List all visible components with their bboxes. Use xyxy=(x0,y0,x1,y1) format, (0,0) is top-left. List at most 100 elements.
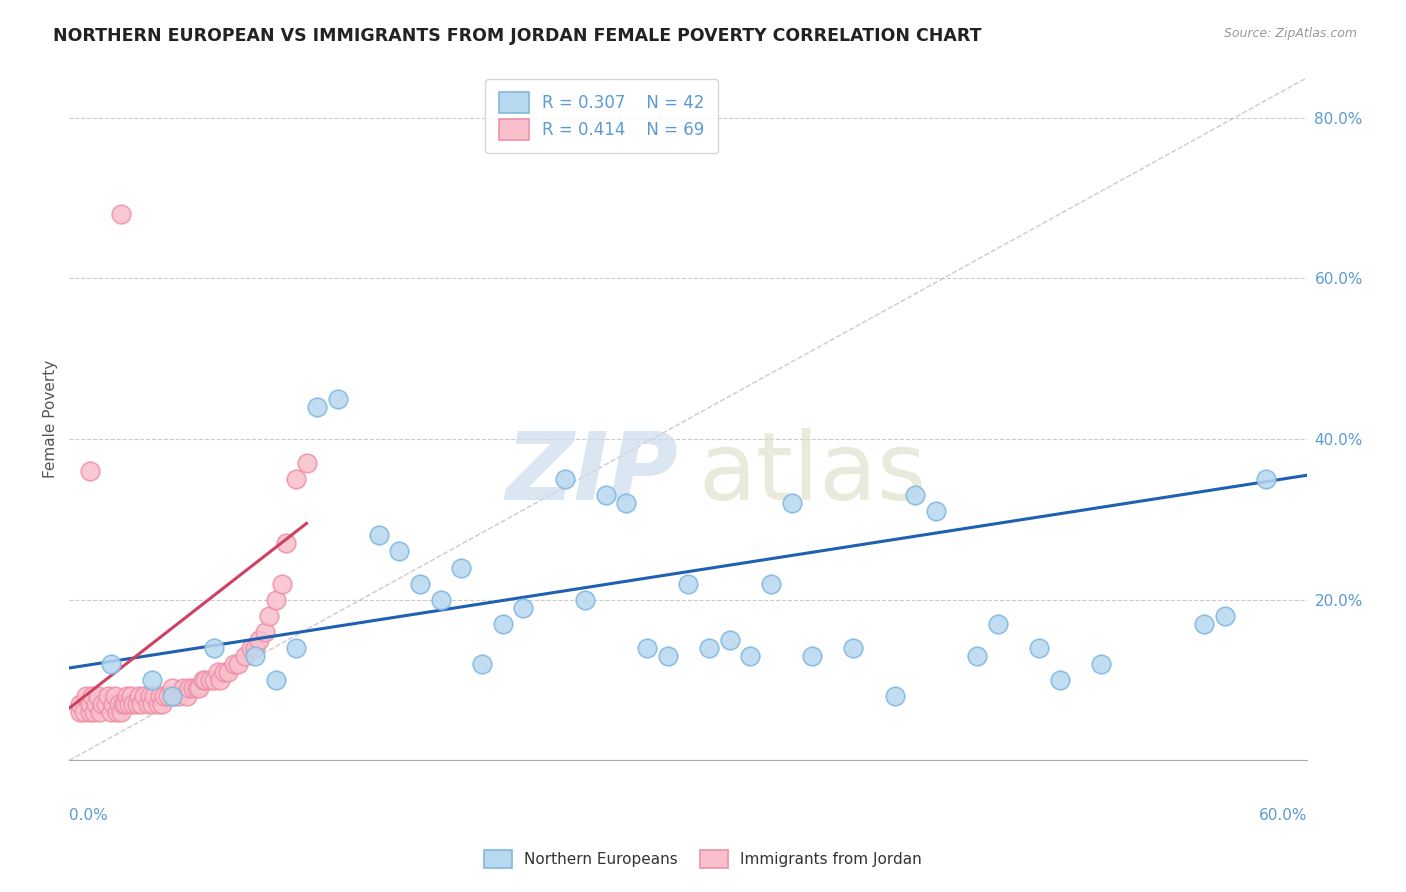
Point xyxy=(678,576,700,591)
Point xyxy=(718,632,741,647)
Point xyxy=(105,705,128,719)
Point xyxy=(274,536,297,550)
Point xyxy=(1028,640,1050,655)
Point xyxy=(429,592,451,607)
Point xyxy=(157,689,180,703)
Point xyxy=(162,689,184,703)
Text: 60.0%: 60.0% xyxy=(1258,808,1308,823)
Point xyxy=(842,640,865,655)
Point xyxy=(264,592,287,607)
Point xyxy=(966,648,988,663)
Point xyxy=(83,705,105,719)
Point xyxy=(177,681,200,695)
Point xyxy=(100,705,122,719)
Point xyxy=(554,472,576,486)
Point xyxy=(270,576,292,591)
Point xyxy=(79,464,101,478)
Point xyxy=(104,689,127,703)
Point xyxy=(1090,657,1112,671)
Point xyxy=(1213,608,1236,623)
Point xyxy=(202,673,225,687)
Point xyxy=(110,705,132,719)
Point xyxy=(305,400,328,414)
Point xyxy=(254,624,277,639)
Point xyxy=(780,496,803,510)
Point xyxy=(128,689,150,703)
Point xyxy=(181,681,204,695)
Point xyxy=(97,689,120,703)
Point xyxy=(136,697,159,711)
Point xyxy=(202,640,225,655)
Point xyxy=(120,689,142,703)
Point xyxy=(101,697,124,711)
Point xyxy=(87,689,110,703)
Point xyxy=(904,488,927,502)
Point xyxy=(243,640,266,655)
Point xyxy=(450,560,472,574)
Point xyxy=(79,705,101,719)
Point xyxy=(595,488,617,502)
Point xyxy=(259,608,281,623)
Point xyxy=(146,697,169,711)
Point xyxy=(141,697,163,711)
Point xyxy=(208,673,231,687)
Point xyxy=(153,689,176,703)
Point xyxy=(110,207,132,221)
Point xyxy=(285,640,308,655)
Point xyxy=(193,673,215,687)
Point xyxy=(326,392,349,406)
Point xyxy=(239,640,262,655)
Point xyxy=(84,697,107,711)
Point xyxy=(69,697,91,711)
Point xyxy=(172,681,194,695)
Point xyxy=(107,697,129,711)
Point xyxy=(228,657,250,671)
Point xyxy=(96,697,118,711)
Point xyxy=(141,673,163,687)
Point xyxy=(122,697,145,711)
Point xyxy=(883,689,905,703)
Point xyxy=(388,544,411,558)
Point xyxy=(243,648,266,663)
Point xyxy=(224,657,246,671)
Point xyxy=(111,697,134,711)
Point xyxy=(285,472,308,486)
Text: 0.0%: 0.0% xyxy=(69,808,108,823)
Point xyxy=(987,616,1010,631)
Point xyxy=(740,648,762,663)
Legend: R = 0.307    N = 42, R = 0.414    N = 69: R = 0.307 N = 42, R = 0.414 N = 69 xyxy=(485,79,718,153)
Point xyxy=(636,640,658,655)
Point xyxy=(409,576,432,591)
Point xyxy=(207,665,229,679)
Text: Source: ZipAtlas.com: Source: ZipAtlas.com xyxy=(1223,27,1357,40)
Point xyxy=(69,705,91,719)
Point xyxy=(131,697,153,711)
Point xyxy=(264,673,287,687)
Y-axis label: Female Poverty: Female Poverty xyxy=(44,359,58,478)
Point xyxy=(233,648,256,663)
Point xyxy=(616,496,638,510)
Point xyxy=(697,640,720,655)
Point xyxy=(176,689,198,703)
Point xyxy=(212,665,235,679)
Point xyxy=(217,665,239,679)
Point xyxy=(1194,616,1216,631)
Point xyxy=(91,697,114,711)
Point xyxy=(657,648,679,663)
Point xyxy=(167,689,190,703)
Point xyxy=(925,504,948,518)
Text: atlas: atlas xyxy=(699,427,927,519)
Point xyxy=(512,600,534,615)
Point xyxy=(114,697,136,711)
Point xyxy=(132,689,155,703)
Point xyxy=(471,657,494,671)
Point xyxy=(162,681,184,695)
Point xyxy=(115,689,138,703)
Point xyxy=(75,689,97,703)
Point xyxy=(574,592,596,607)
Point xyxy=(1256,472,1278,486)
Legend: Northern Europeans, Immigrants from Jordan: Northern Europeans, Immigrants from Jord… xyxy=(477,843,929,875)
Text: ZIP: ZIP xyxy=(506,427,679,519)
Point xyxy=(149,689,172,703)
Point xyxy=(198,673,221,687)
